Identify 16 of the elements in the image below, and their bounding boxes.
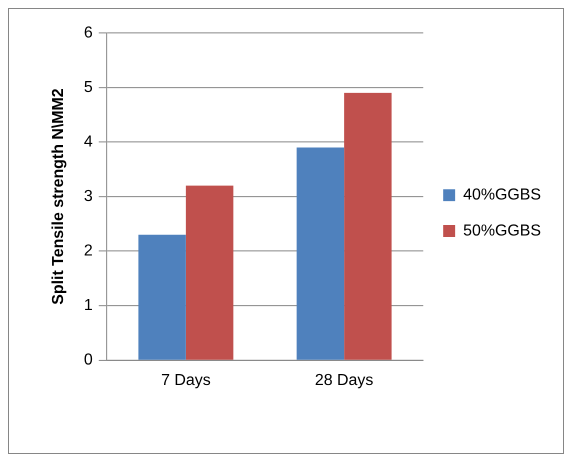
bar <box>138 234 186 360</box>
x-tick-label: 28 Days <box>314 372 374 390</box>
legend-label: 40%GGBS <box>463 186 542 204</box>
y-axis-title: Split Tensile strength N\MM2 <box>50 88 67 305</box>
y-tick-label: 1 <box>84 297 93 314</box>
y-tick-label: 5 <box>84 78 93 96</box>
bar <box>344 92 392 360</box>
y-tick-label: 3 <box>84 188 93 205</box>
y-tick-label: 2 <box>84 242 93 260</box>
y-tick-label: 0 <box>84 352 93 369</box>
y-tick-label: 4 <box>84 133 93 150</box>
x-tick-label: 7 Days <box>161 372 211 390</box>
legend-label: 50%GGBS <box>463 222 542 240</box>
bar <box>296 147 344 360</box>
y-tick-label: 6 <box>84 24 93 42</box>
bar <box>186 186 234 360</box>
